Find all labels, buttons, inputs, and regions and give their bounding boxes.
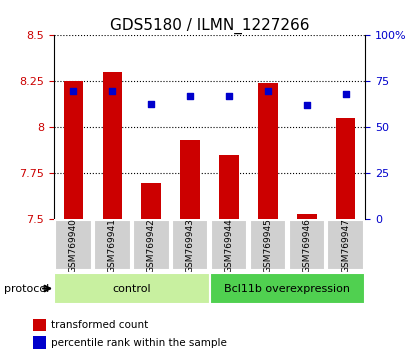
FancyBboxPatch shape — [211, 220, 247, 270]
Bar — [181, 140, 200, 219]
Text: GSM769941: GSM769941 — [108, 218, 117, 273]
Text: transformed count: transformed count — [51, 320, 149, 330]
Bar — [297, 214, 317, 219]
Point — [226, 93, 232, 99]
Point — [303, 103, 310, 108]
Text: Bcl11b overexpression: Bcl11b overexpression — [225, 284, 350, 293]
FancyBboxPatch shape — [288, 220, 325, 270]
Text: GSM769943: GSM769943 — [186, 218, 195, 273]
FancyBboxPatch shape — [54, 273, 210, 304]
Text: control: control — [112, 284, 151, 293]
Text: GSM769947: GSM769947 — [341, 218, 350, 273]
Text: percentile rank within the sample: percentile rank within the sample — [51, 338, 227, 348]
FancyBboxPatch shape — [327, 220, 364, 270]
Point — [148, 101, 154, 106]
FancyBboxPatch shape — [172, 220, 208, 270]
FancyBboxPatch shape — [55, 220, 92, 270]
Bar — [219, 155, 239, 219]
Text: GSM769945: GSM769945 — [264, 218, 272, 273]
Bar — [63, 81, 83, 219]
Text: GSM769946: GSM769946 — [303, 218, 311, 273]
Point — [265, 88, 271, 93]
FancyBboxPatch shape — [210, 273, 365, 304]
Point — [70, 88, 77, 93]
Point — [109, 88, 116, 93]
Text: protocol: protocol — [4, 284, 49, 293]
Bar — [33, 336, 46, 349]
Bar — [336, 118, 356, 219]
Text: GSM769940: GSM769940 — [69, 218, 78, 273]
Bar — [103, 72, 122, 219]
FancyBboxPatch shape — [133, 220, 169, 270]
Text: GSM769944: GSM769944 — [225, 218, 234, 273]
FancyBboxPatch shape — [94, 220, 131, 270]
Point — [342, 91, 349, 97]
Bar — [258, 83, 278, 219]
Bar — [142, 183, 161, 219]
Point — [187, 93, 193, 99]
Text: GSM769942: GSM769942 — [147, 218, 156, 273]
Bar — [33, 319, 46, 331]
FancyBboxPatch shape — [250, 220, 286, 270]
Title: GDS5180 / ILMN_1227266: GDS5180 / ILMN_1227266 — [110, 18, 309, 34]
